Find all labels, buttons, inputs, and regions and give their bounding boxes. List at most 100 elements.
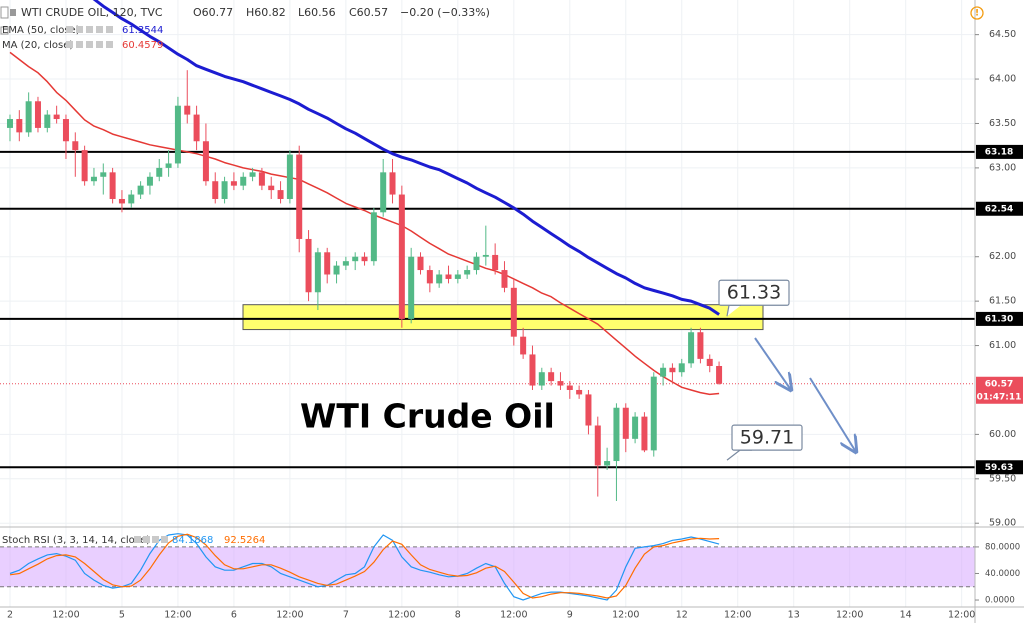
level-label: 61.30 (985, 314, 1013, 324)
x-tick-label: 12 (676, 610, 688, 621)
icon (143, 536, 150, 543)
x-tick-label: 12:00 (500, 610, 527, 621)
icon (10, 9, 16, 16)
last-price-label: 60.57 (985, 379, 1013, 389)
x-tick-label: 9 (567, 610, 573, 621)
level-tag (976, 144, 1023, 159)
candle-body (389, 172, 396, 195)
candle-body (660, 367, 667, 377)
candle-body (576, 389, 583, 395)
level-tag (976, 311, 1023, 326)
y-tick-label: 59.00 (989, 518, 1016, 529)
candle-body (548, 372, 555, 382)
icon (0, 6, 9, 19)
ohlc-low: L60.56 (298, 6, 336, 19)
candle-body (622, 407, 629, 439)
candle-body (6, 119, 13, 128)
candle-body (249, 172, 256, 177)
icon (86, 41, 93, 48)
candle-body (352, 256, 359, 262)
candle-body (128, 194, 135, 204)
main-plot (0, 0, 975, 502)
candle-body (100, 172, 107, 177)
x-tick-label: 13 (788, 610, 800, 621)
x-tick-label: 7 (343, 610, 349, 621)
callout-box (731, 424, 803, 451)
candle-body (193, 114, 200, 142)
candle-body (44, 114, 51, 128)
candle-body (520, 336, 527, 355)
candle-body (305, 238, 312, 293)
candle-body (632, 416, 639, 439)
y-tick-label: 60.00 (989, 429, 1016, 440)
candle-body (212, 181, 219, 199)
candle-body (16, 119, 23, 133)
icon (106, 41, 113, 48)
icon (66, 41, 73, 48)
overlay-legend-value: 60.4579 (122, 40, 163, 51)
overlay-legend: MA (20, close) (2, 40, 73, 51)
y-tick-label: 0.0000 (985, 596, 1015, 606)
candle-body (277, 190, 284, 199)
icon (134, 536, 141, 543)
symbol-title: WTI CRUDE OIL, 120, TVC (21, 6, 163, 19)
candle-body (118, 198, 125, 204)
candle-body (445, 274, 452, 279)
last-price-tag (976, 376, 1023, 404)
candle-body (706, 358, 713, 366)
y-tick-label: 64.50 (989, 29, 1016, 40)
candle-body (109, 172, 116, 199)
candle-body (464, 270, 471, 275)
ohlc-high: H60.82 (246, 6, 286, 19)
candle-body (585, 394, 592, 426)
candle-body (25, 101, 32, 133)
alert-icon[interactable] (970, 6, 984, 20)
candle-body (538, 372, 545, 386)
candle-body (361, 256, 368, 262)
overlay-legend: EMA (50, close) (2, 25, 80, 36)
candle-body (296, 154, 303, 239)
chart-label: WTI Crude Oil (300, 397, 555, 436)
candle-body (604, 461, 611, 466)
icon (86, 26, 93, 33)
indicator-line (9, 533, 720, 601)
x-tick-label: 12:00 (52, 610, 79, 621)
icon (0, 26, 9, 35)
x-tick-label: 12:00 (612, 610, 639, 621)
level-label: 59.63 (985, 463, 1013, 473)
icon (161, 536, 168, 543)
candle-body (716, 365, 723, 384)
candle-body (529, 354, 536, 386)
candle-body (594, 425, 601, 466)
candle-body (669, 367, 676, 373)
y-tick-label: 64.00 (989, 74, 1016, 85)
overlay-legend-value: 61.3544 (122, 25, 163, 36)
support-zone (242, 304, 764, 331)
level-tag (976, 201, 1023, 216)
candle-body (230, 181, 237, 186)
arrow (754, 337, 791, 390)
ohlc-change: −0.20 (−0.33%) (400, 6, 490, 19)
indicator-legend-value: 92.5264 (224, 535, 265, 546)
x-tick-label: 12:00 (276, 610, 303, 621)
level-tag (976, 460, 1023, 475)
candle-body (314, 252, 321, 293)
y-tick-label: 59.50 (989, 473, 1016, 484)
candle-body (258, 172, 265, 186)
candle-body (650, 376, 657, 451)
candle-body (641, 416, 648, 451)
x-tick-label: 12:00 (388, 610, 415, 621)
x-tick-label: 8 (455, 610, 461, 621)
candle-body (370, 212, 377, 262)
candle-body (454, 274, 461, 279)
icon (76, 26, 83, 33)
x-tick-label: 12:00 (724, 610, 751, 621)
y-tick-label: 80.0000 (985, 542, 1020, 552)
candle-body (34, 101, 41, 128)
level-label: 62.54 (985, 204, 1013, 214)
callout-label: 59.71 (740, 427, 794, 449)
y-tick-label: 61.00 (989, 340, 1016, 351)
candle-body (174, 105, 181, 164)
level-label: 63.18 (985, 147, 1013, 157)
